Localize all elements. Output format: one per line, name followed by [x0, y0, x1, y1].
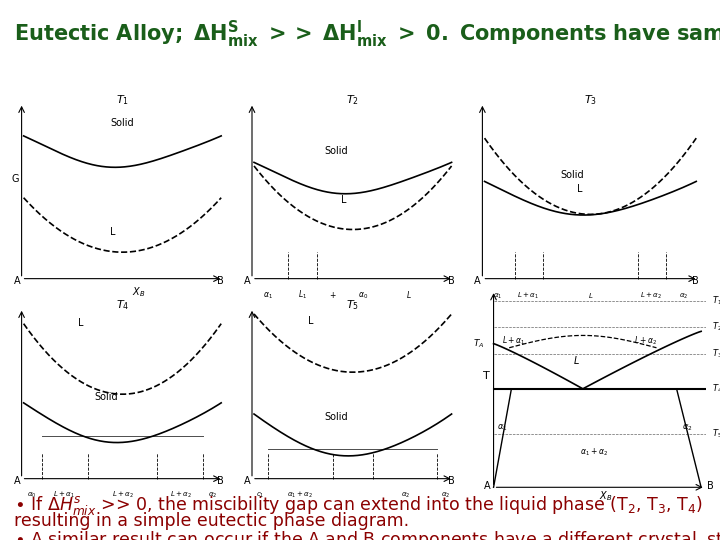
Text: A: A [244, 476, 251, 486]
Text: $T_3$: $T_3$ [712, 348, 720, 360]
Text: $\alpha_2$: $\alpha_2$ [679, 292, 688, 301]
Text: $T_2$: $T_2$ [712, 321, 720, 334]
Text: B: B [217, 276, 224, 286]
Text: $L_1$: $L_1$ [298, 288, 307, 301]
Text: $\mathbf{Eutectic\ Alloy;\ \Delta H^S_{mix}\ >>\ \Delta H^l_{mix}\ >\ 0.}$$\math: $\mathbf{Eutectic\ Alloy;\ \Delta H^S_{m… [14, 19, 720, 50]
Text: $L+\alpha_2$: $L+\alpha_2$ [640, 291, 662, 301]
Text: $\alpha_1+\alpha_2$: $\alpha_1+\alpha_2$ [287, 490, 313, 500]
Text: $\bullet$ If $\Delta H^s_{mix}$ >> 0, the miscibility gap can extend into the li: $\bullet$ If $\Delta H^s_{mix}$ >> 0, th… [14, 494, 703, 517]
Text: $L+\alpha_2$: $L+\alpha_2$ [112, 490, 133, 500]
Text: A: A [474, 276, 480, 286]
Text: $c_1$: $c_1$ [256, 491, 264, 500]
Text: L: L [308, 316, 314, 327]
Text: $X_B$: $X_B$ [132, 286, 145, 300]
Text: L: L [78, 318, 84, 328]
Text: $\alpha_2$: $\alpha_2$ [400, 491, 410, 500]
Text: $\alpha_0$: $\alpha_0$ [27, 491, 37, 500]
Text: Solid: Solid [325, 412, 348, 422]
Text: Solid: Solid [560, 171, 584, 180]
Text: G: G [12, 174, 19, 184]
Text: A: A [14, 476, 20, 486]
Text: $T_1$: $T_1$ [116, 93, 129, 107]
Text: $L+\alpha_2$: $L+\alpha_2$ [634, 335, 657, 347]
Text: resulting in a simple eutectic phase diagram.: resulting in a simple eutectic phase dia… [14, 512, 410, 530]
Text: $\alpha_1$: $\alpha_1$ [498, 423, 508, 433]
Text: $\bullet$ A similar result can occur if the A and B components have a different : $\bullet$ A similar result can occur if … [14, 529, 720, 540]
Text: $\alpha_0$: $\alpha_0$ [358, 291, 368, 301]
Text: $X_B$: $X_B$ [598, 490, 612, 503]
Text: $T_5$: $T_5$ [712, 428, 720, 440]
Text: Solid: Solid [110, 118, 134, 127]
Text: $T_4$: $T_4$ [116, 298, 129, 312]
Text: $\alpha_1+\alpha_2$: $\alpha_1+\alpha_2$ [580, 447, 608, 458]
Text: $T_2$: $T_2$ [346, 93, 359, 107]
Text: T: T [484, 370, 490, 381]
Text: $T_A$: $T_A$ [474, 338, 485, 350]
Text: $L+\alpha_1$: $L+\alpha_1$ [53, 490, 75, 500]
Text: L: L [577, 184, 583, 194]
Text: B: B [692, 276, 698, 286]
Text: A: A [484, 481, 490, 491]
Text: $\alpha_2$: $\alpha_2$ [209, 491, 217, 500]
Text: $L+\alpha_1$: $L+\alpha_1$ [517, 291, 539, 301]
Text: B: B [707, 481, 714, 491]
Text: $T_5$: $T_5$ [346, 298, 359, 312]
Text: $T_3$: $T_3$ [584, 93, 597, 107]
Text: $\alpha_2$: $\alpha_2$ [683, 423, 693, 433]
Text: $L+\alpha_1$: $L+\alpha_1$ [502, 335, 526, 347]
Text: B: B [448, 276, 454, 286]
Text: L: L [407, 291, 411, 300]
Text: $L+\alpha_2$: $L+\alpha_2$ [170, 490, 192, 500]
Text: B: B [217, 476, 224, 486]
Text: A: A [244, 276, 251, 286]
Text: $\alpha_1$: $\alpha_1$ [264, 291, 273, 301]
Text: Solid: Solid [94, 392, 118, 402]
Text: A: A [14, 276, 20, 286]
Text: L: L [341, 195, 346, 205]
Text: L: L [588, 293, 593, 299]
Text: B: B [448, 476, 454, 486]
Text: $\alpha_1$: $\alpha_1$ [493, 292, 502, 301]
Text: L: L [573, 356, 579, 366]
Text: $T_4$: $T_4$ [712, 382, 720, 395]
Text: $\alpha_2$: $\alpha_2$ [441, 491, 450, 500]
Text: L: L [110, 227, 116, 237]
Text: Solid: Solid [325, 146, 348, 156]
Text: $T_1$: $T_1$ [712, 294, 720, 307]
Text: $+$: $+$ [329, 289, 336, 300]
